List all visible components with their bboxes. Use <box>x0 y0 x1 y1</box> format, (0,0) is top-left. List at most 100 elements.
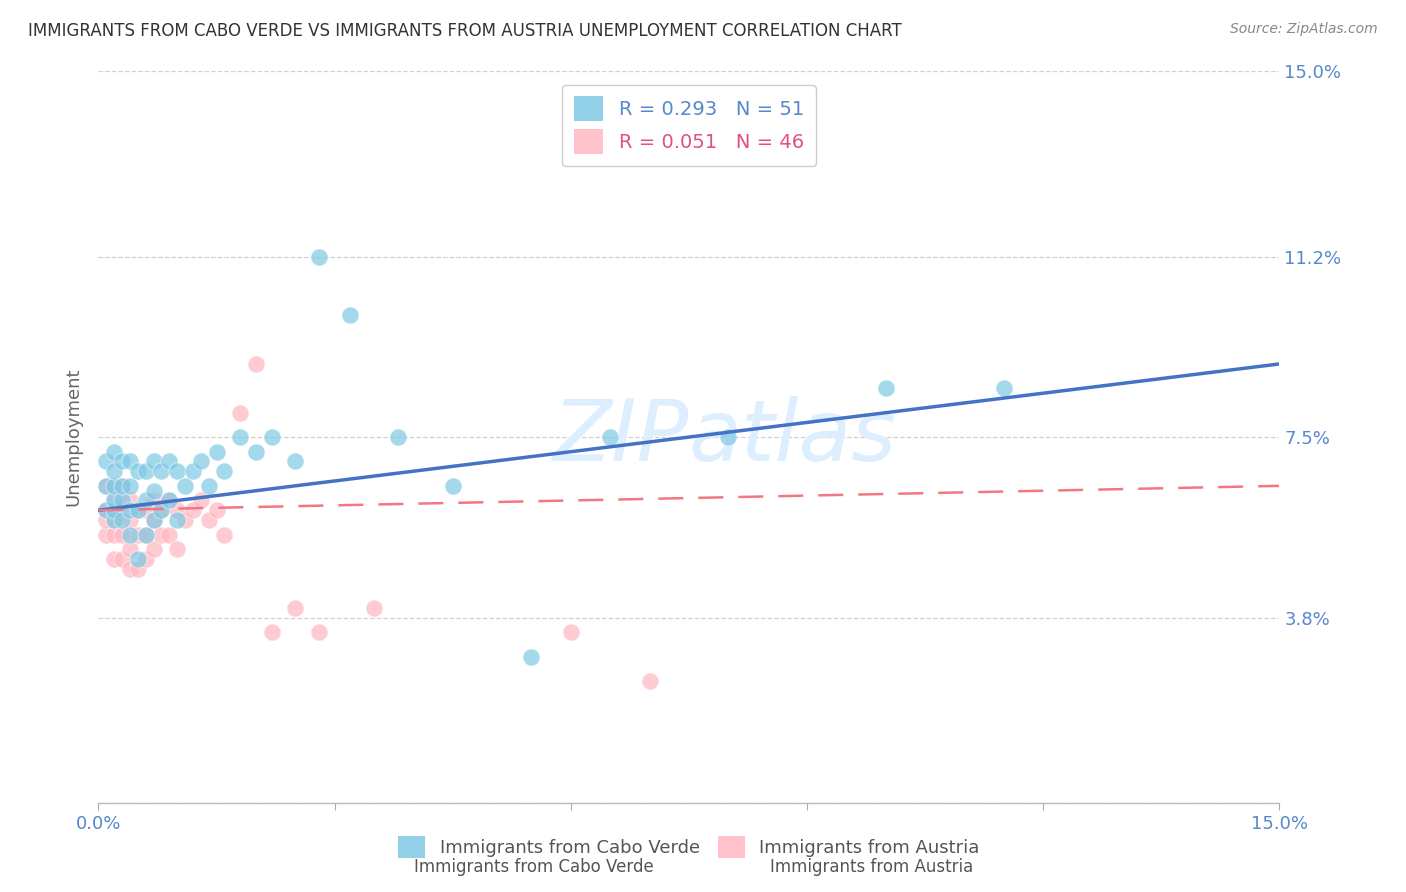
Point <box>181 464 204 478</box>
Point <box>135 464 157 478</box>
Point <box>135 527 157 541</box>
Point <box>441 479 464 493</box>
Point <box>118 562 141 576</box>
Point <box>190 454 212 468</box>
Point <box>174 479 197 493</box>
Point <box>197 479 219 493</box>
Point <box>118 493 141 508</box>
Text: Immigrants from Austria: Immigrants from Austria <box>770 858 973 876</box>
Point <box>214 464 236 478</box>
Point <box>638 673 661 688</box>
Point <box>197 513 219 527</box>
Point <box>308 625 330 640</box>
Point <box>363 600 385 615</box>
Point <box>150 464 173 478</box>
Point <box>111 513 134 527</box>
Point <box>103 503 125 517</box>
Point <box>103 513 125 527</box>
Y-axis label: Unemployment: Unemployment <box>65 368 83 507</box>
Point <box>135 527 157 541</box>
Point <box>520 649 543 664</box>
Point <box>135 503 157 517</box>
Point <box>127 464 149 478</box>
Point <box>96 513 118 527</box>
Point <box>245 444 267 458</box>
Point <box>111 479 134 493</box>
Point <box>111 552 134 566</box>
Point <box>103 493 125 508</box>
Point <box>96 479 118 493</box>
Point <box>387 430 409 444</box>
Point <box>118 527 141 541</box>
Point <box>150 527 173 541</box>
Point <box>111 503 134 517</box>
Point <box>157 493 180 508</box>
Point <box>599 430 621 444</box>
Point <box>103 527 125 541</box>
Point <box>166 542 188 557</box>
Point <box>103 444 125 458</box>
Point <box>229 406 252 420</box>
Point <box>205 503 228 517</box>
Point <box>229 430 252 444</box>
Point <box>96 503 118 517</box>
Text: Source: ZipAtlas.com: Source: ZipAtlas.com <box>1230 22 1378 37</box>
Legend: R = 0.293   N = 51, R = 0.051   N = 46: R = 0.293 N = 51, R = 0.051 N = 46 <box>562 85 815 166</box>
Point <box>214 527 236 541</box>
Point <box>260 430 283 444</box>
Text: atlas: atlas <box>689 395 897 479</box>
Point <box>96 527 118 541</box>
Point <box>127 552 149 566</box>
Point <box>135 552 157 566</box>
Point <box>142 493 165 508</box>
Point <box>157 527 180 541</box>
Point <box>308 250 330 264</box>
Point <box>111 493 134 508</box>
Point <box>142 513 165 527</box>
Point <box>717 430 740 444</box>
Point <box>103 493 125 508</box>
Point <box>118 454 141 468</box>
Point <box>135 493 157 508</box>
Point <box>190 493 212 508</box>
Point <box>284 600 307 615</box>
Point <box>174 513 197 527</box>
Point <box>103 513 125 527</box>
Point <box>127 562 149 576</box>
Point <box>103 464 125 478</box>
Point <box>166 513 188 527</box>
Point <box>118 479 141 493</box>
Point <box>166 503 188 517</box>
Text: Immigrants from Cabo Verde: Immigrants from Cabo Verde <box>415 858 654 876</box>
Point <box>96 454 118 468</box>
Point <box>111 454 134 468</box>
Point <box>103 552 125 566</box>
Text: ZIP: ZIP <box>553 395 689 479</box>
Point <box>96 479 118 493</box>
Point <box>142 542 165 557</box>
Point <box>166 464 188 478</box>
Point <box>103 479 125 493</box>
Point <box>245 357 267 371</box>
Point <box>142 483 165 498</box>
Text: IMMIGRANTS FROM CABO VERDE VS IMMIGRANTS FROM AUSTRIA UNEMPLOYMENT CORRELATION C: IMMIGRANTS FROM CABO VERDE VS IMMIGRANTS… <box>28 22 901 40</box>
Point <box>127 503 149 517</box>
Point <box>157 454 180 468</box>
Point <box>127 527 149 541</box>
Point <box>118 513 141 527</box>
Point <box>142 454 165 468</box>
Point <box>127 503 149 517</box>
Point <box>560 625 582 640</box>
Point <box>111 527 134 541</box>
Point <box>875 381 897 395</box>
Point <box>181 503 204 517</box>
Point <box>142 513 165 527</box>
Point <box>150 503 173 517</box>
Point <box>157 493 180 508</box>
Point <box>205 444 228 458</box>
Point <box>103 479 125 493</box>
Point <box>118 503 141 517</box>
Point <box>339 308 361 322</box>
Point <box>118 542 141 557</box>
Point <box>993 381 1015 395</box>
